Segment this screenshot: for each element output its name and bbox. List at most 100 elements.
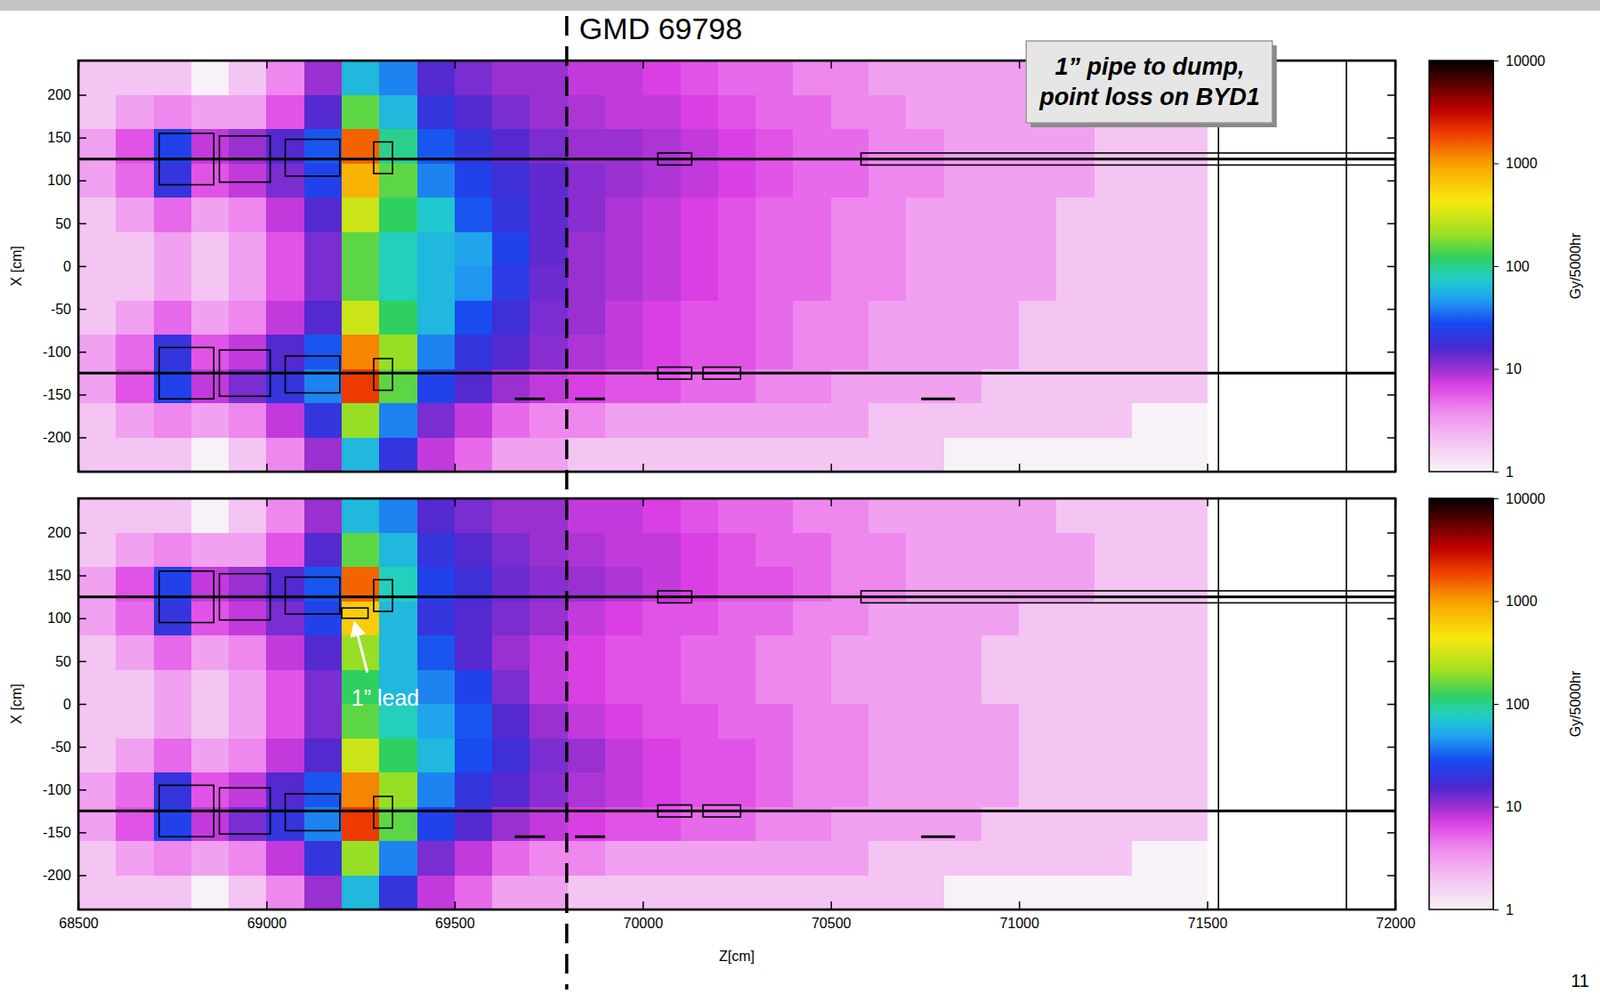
- tick-mark: [1387, 532, 1396, 534]
- heat-cell: [755, 403, 794, 438]
- tick-mark: [1387, 703, 1396, 706]
- heat-cell: [1018, 772, 1058, 808]
- heat-cell: [868, 703, 907, 739]
- tick-mark: [1493, 163, 1499, 165]
- heat-cell: [755, 163, 794, 199]
- heat-cell: [115, 266, 154, 301]
- heat-cell: [1018, 163, 1058, 199]
- heat-cell: [944, 266, 983, 301]
- heat-cell: [981, 840, 1020, 876]
- heat-cell: [417, 875, 456, 911]
- tick-label: 71500: [1187, 915, 1229, 931]
- heat-cell: [304, 334, 343, 370]
- heat-cell: [1131, 300, 1171, 336]
- heat-cell: [905, 601, 945, 637]
- heat-cell: [304, 703, 343, 739]
- heat-cell: [266, 95, 305, 130]
- heat-cell: [868, 60, 907, 96]
- tick: 50: [55, 215, 87, 231]
- heat-cell: [1169, 300, 1208, 336]
- heat-cell: [341, 840, 380, 876]
- tick: [1387, 703, 1396, 705]
- heat-cell: [1056, 635, 1095, 671]
- tick-mark: [1018, 498, 1021, 507]
- heat-cell: [718, 703, 757, 739]
- axis: [79, 463, 1397, 473]
- tick-mark: [454, 60, 457, 69]
- heat-cell: [868, 403, 907, 438]
- heat-cell: [78, 300, 117, 336]
- heat-cell: [191, 60, 230, 96]
- heat-cell: [680, 403, 720, 438]
- heat-cell: [944, 403, 983, 438]
- heat-cell: [1131, 601, 1171, 637]
- heat-cell: [981, 60, 1020, 96]
- heat-cell: [115, 334, 154, 370]
- heat-cell: [905, 635, 945, 671]
- tick: 70500: [811, 901, 852, 931]
- heat-cell: [153, 266, 193, 301]
- heat-cell: [642, 266, 681, 301]
- heat-cell: [981, 670, 1020, 705]
- heat-cell: [529, 601, 568, 637]
- heat-cell: [529, 703, 568, 739]
- heat-cell: [1018, 403, 1058, 438]
- heat-cell: [944, 334, 983, 370]
- heat-cell: [492, 163, 531, 199]
- heat-cell: [905, 334, 945, 370]
- tick-mark: [1018, 60, 1021, 69]
- heat-cell: [680, 60, 720, 96]
- heat-cell: [417, 163, 456, 199]
- heat-cell: [718, 670, 757, 705]
- heat-cell: [529, 875, 568, 911]
- heat-cell: [417, 601, 456, 637]
- marker-label: GMD 69798: [579, 11, 743, 46]
- heat-cell: [981, 772, 1020, 808]
- heat-cell: [266, 403, 305, 438]
- tick-mark: [1387, 266, 1396, 268]
- heat-cell: [1018, 437, 1058, 473]
- tick-mark: [642, 60, 645, 69]
- heat-cell: [642, 334, 681, 370]
- heat-cell: [304, 772, 343, 808]
- heat-cell: [1169, 670, 1208, 705]
- heat-cell: [755, 670, 794, 705]
- tick-mark: [1493, 807, 1499, 809]
- axis: 6850069000695007000070500710007150072000: [58, 901, 1416, 931]
- heat-cell: [304, 738, 343, 774]
- tick: 71000: [999, 901, 1040, 931]
- heat-cell: [868, 738, 907, 774]
- heat-cell: [755, 266, 794, 301]
- tick-mark: [266, 498, 268, 507]
- heat-cell: [492, 300, 531, 336]
- tick: [454, 60, 456, 69]
- heat-cell: [831, 670, 870, 705]
- heat-cell: [868, 197, 907, 233]
- tick-mark: [1387, 180, 1396, 183]
- heat-cell: [417, 266, 456, 301]
- heat-cell: [454, 635, 493, 671]
- axis: -200-150-100-50050100150200: [42, 499, 87, 911]
- heat-cell: [680, 437, 720, 473]
- tick: 1: [1493, 902, 1514, 918]
- tick-mark: [1387, 94, 1396, 97]
- heat-cell: [944, 635, 983, 671]
- heat-cell: [78, 197, 117, 233]
- heat-cell: [228, 163, 267, 199]
- heat-cell: [718, 875, 757, 911]
- heat-cell: [529, 95, 568, 130]
- axis-line: [79, 471, 1397, 474]
- heat-cell: [680, 635, 720, 671]
- heat-cell: [605, 232, 644, 267]
- heat-cell: [944, 232, 983, 267]
- tick: [454, 498, 456, 507]
- tick: 1000: [1493, 593, 1538, 609]
- heat-cell: [153, 533, 193, 568]
- tick-label: -150: [42, 824, 72, 841]
- heat-cell: [831, 300, 870, 336]
- heat-cell: [1131, 163, 1171, 199]
- heat-cell: [1131, 703, 1171, 739]
- heat-cell: [868, 300, 907, 336]
- heat-cell: [379, 300, 418, 336]
- heat-cell: [379, 601, 418, 637]
